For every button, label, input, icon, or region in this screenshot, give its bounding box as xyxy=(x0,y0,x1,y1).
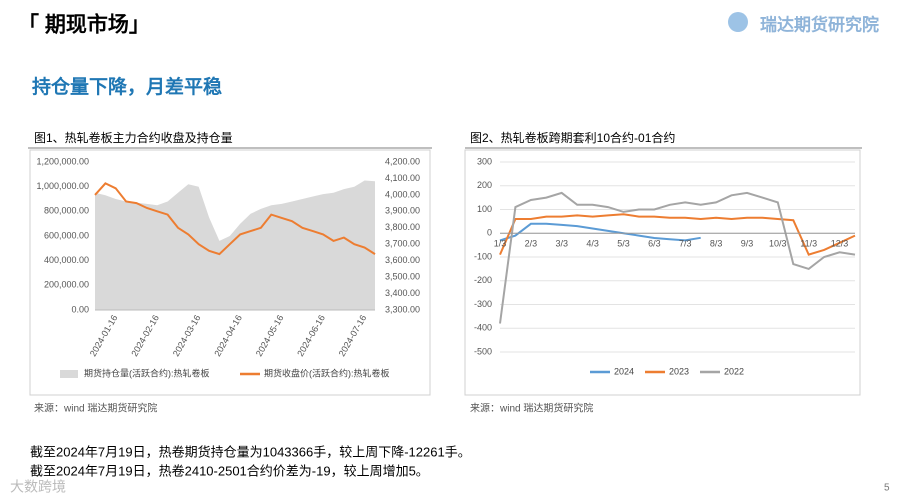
x-tick-label: 3/3 xyxy=(555,239,568,249)
y-tick-label: -400 xyxy=(474,323,492,333)
x-tick-label: 1/3 xyxy=(494,239,507,249)
source: 来源：wind 瑞达期货研究院 xyxy=(34,402,157,415)
x-tick-label: 2024-01-16 xyxy=(88,313,120,358)
area xyxy=(95,180,375,310)
line xyxy=(94,182,376,256)
y2-tick-label: 3,900.00 xyxy=(385,206,420,216)
y2-tick-label: 4,000.00 xyxy=(385,189,420,199)
x-tick-label: 2024-06-16 xyxy=(295,313,327,358)
y2-tick-label: 3,300.00 xyxy=(385,304,420,314)
y-tick-label: 100 xyxy=(477,204,492,214)
y-tick-label: 200,000.00 xyxy=(44,280,89,290)
chart-title: 图1、热轧卷板主力合约收盘及持仓量 xyxy=(34,130,233,145)
x-tick-label: 2024-07-16 xyxy=(337,313,369,358)
x-tick-label: 2/3 xyxy=(525,239,538,249)
x-tick-label: 2024-02-16 xyxy=(129,313,161,358)
logo: 瑞达期货研究院 xyxy=(760,14,879,34)
x-tick-label: 10/3 xyxy=(769,239,787,249)
y-tick-label: 800,000.00 xyxy=(44,206,89,216)
y-tick-label: 400,000.00 xyxy=(44,255,89,265)
y-tick-label: 200 xyxy=(477,180,492,190)
x-tick-label: 11/3 xyxy=(800,239,817,249)
x-tick-label: 7/3 xyxy=(679,239,692,249)
x-tick-label: 2024-05-16 xyxy=(254,313,286,358)
x-tick-label: 5/3 xyxy=(617,239,630,249)
logo-icon xyxy=(728,12,748,32)
source: 来源：wind 瑞达期货研究院 xyxy=(470,402,593,415)
y-tick-label: 600,000.00 xyxy=(44,230,89,240)
page-number: 5 xyxy=(884,483,890,494)
y2-tick-label: 3,400.00 xyxy=(385,288,420,298)
x-tick-label: 9/3 xyxy=(741,239,754,249)
x-tick-label: 2024-04-16 xyxy=(212,313,244,358)
panel xyxy=(29,149,431,396)
x-tick-label: 8/3 xyxy=(710,239,723,249)
y-tick-label: -300 xyxy=(474,299,492,309)
y-tick-label: 1,000,000.00 xyxy=(36,181,89,191)
y-tick-label: 300 xyxy=(477,156,492,166)
note: 截至2024年7月19日，热卷2410-2501合约价差为-19，较上周增加5。 xyxy=(30,463,429,478)
y-tick-label: 0.00 xyxy=(71,304,89,314)
line xyxy=(499,222,701,242)
x-tick-label: 6/3 xyxy=(648,239,661,249)
chart-title: 图2、热轧卷板跨期套利10合约-01合约 xyxy=(470,130,675,145)
y2-tick-label: 4,100.00 xyxy=(385,173,420,183)
y2-tick-label: 3,600.00 xyxy=(385,255,420,265)
line xyxy=(499,213,856,256)
legend-label: 期货持仓量(活跃合约):热轧卷板 xyxy=(84,367,210,378)
section-title: 「 期现市场」 xyxy=(18,13,150,37)
y-tick-label: 0 xyxy=(487,228,492,238)
legend-label: 2024 xyxy=(614,366,634,376)
x-tick-label: 12/3 xyxy=(831,239,849,249)
y-tick-label: 1,200,000.00 xyxy=(36,156,89,166)
legend-label: 2023 xyxy=(669,366,689,376)
x-tick-label: 2024-03-16 xyxy=(171,313,203,358)
legend-label: 2022 xyxy=(724,366,744,376)
legend-label: 期货收盘价(活跃合约):热轧卷板 xyxy=(264,367,390,378)
x-tick-label: 4/3 xyxy=(586,239,599,249)
watermark: 大数跨境 xyxy=(10,479,66,495)
panel xyxy=(464,149,861,396)
legend-swatch xyxy=(60,370,78,378)
y-tick-label: -500 xyxy=(474,346,492,356)
line xyxy=(499,191,856,324)
y2-tick-label: 4,200.00 xyxy=(385,156,420,166)
y-tick-label: -100 xyxy=(474,251,492,261)
y2-tick-label: 3,700.00 xyxy=(385,239,420,249)
y-tick-label: -200 xyxy=(474,275,492,285)
y2-tick-label: 3,500.00 xyxy=(385,271,420,281)
y2-tick-label: 3,800.00 xyxy=(385,222,420,232)
note: 截至2024年7月19日，热卷期货持仓量为1043366手，较上周下降-1226… xyxy=(30,444,471,459)
subtitle: 持仓量下降，月差平稳 xyxy=(32,75,222,98)
